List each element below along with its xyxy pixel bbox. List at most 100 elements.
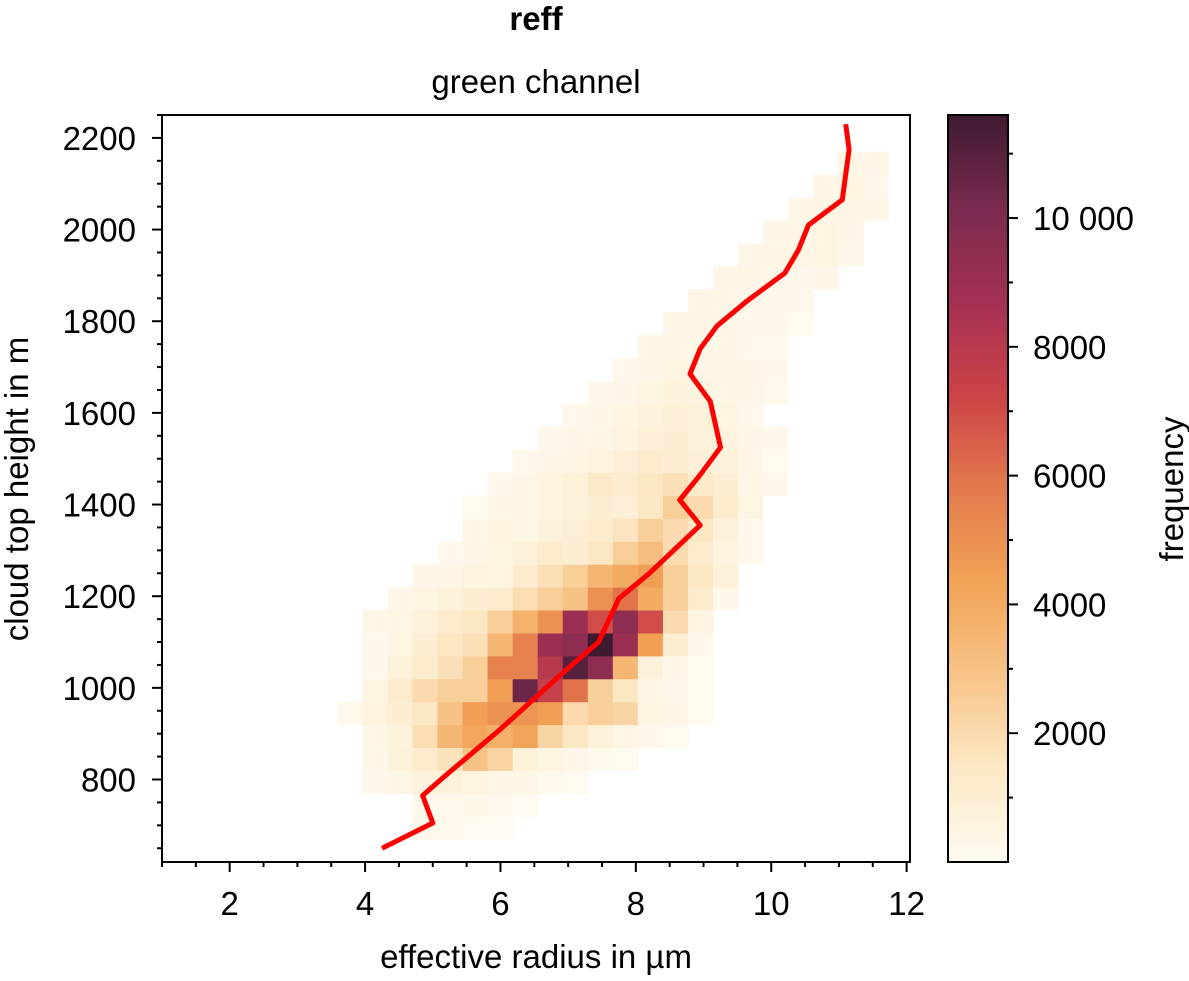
heatmap-cell (738, 380, 764, 405)
heatmap-cell (637, 587, 664, 611)
heatmap-cell (412, 747, 439, 771)
heatmap-cell (788, 289, 814, 313)
heatmap-cell (487, 816, 514, 840)
heatmap-cell (562, 449, 589, 474)
heatmap-cell (612, 609, 639, 634)
heatmap-cell (537, 518, 564, 542)
heatmap-cell (437, 609, 464, 634)
heatmap-cell (587, 587, 614, 611)
heatmap-cell (562, 426, 589, 451)
heatmap-cell (738, 243, 764, 267)
y-tick-label: 1600 (63, 395, 136, 432)
heatmap-cell (587, 564, 614, 588)
heatmap-cell (713, 541, 739, 565)
heatmap-cell (487, 632, 514, 657)
heatmap-cell (362, 678, 389, 703)
heatmap-cell (387, 701, 414, 726)
heatmap-cell (537, 632, 564, 657)
heatmap-cell (462, 701, 489, 726)
heatmap-cell (537, 747, 564, 771)
heatmap-cell (437, 793, 464, 817)
heatmap-cell (537, 426, 564, 451)
heatmap-cell (713, 403, 739, 428)
heatmap-cell (713, 312, 739, 336)
heatmap-cell (637, 357, 664, 382)
heatmap-cell (763, 243, 789, 267)
heatmap-cell (763, 472, 789, 496)
heatmap-cell (637, 541, 664, 565)
heatmap-cell (362, 770, 389, 794)
heatmap-cell (562, 678, 589, 703)
heatmap-cell (362, 655, 389, 680)
heatmap-cells (337, 151, 889, 840)
heatmap-cell (562, 609, 589, 634)
heatmap-cell (587, 655, 614, 680)
heatmap-cell (387, 678, 414, 703)
heatmap-cell (512, 495, 539, 519)
heatmap-cell (637, 724, 664, 749)
heatmap-cell (512, 518, 539, 542)
heatmap-cell (537, 678, 564, 703)
colorbar-frame (947, 114, 1009, 863)
heatmap-cell (512, 655, 539, 680)
heatmap-cell (788, 312, 814, 336)
heatmap-cell (512, 449, 539, 474)
heatmap-cell (362, 632, 389, 657)
heatmap-cell (487, 495, 514, 519)
heatmap-cell (362, 724, 389, 749)
heatmap-cell (612, 380, 639, 405)
heatmap-cell (637, 449, 664, 474)
heatmap-cell (487, 701, 514, 726)
heatmap-cell (863, 151, 889, 176)
heatmap-cell (687, 701, 714, 726)
heatmap-cell (387, 632, 414, 657)
heatmap-cell (662, 678, 689, 703)
heatmap-cell (838, 220, 864, 244)
heatmap-cell (612, 449, 639, 474)
heatmap-cell (462, 609, 489, 634)
heatmap-cell (562, 472, 589, 496)
heatmap-cell (537, 587, 564, 611)
heatmap-cell (662, 541, 689, 565)
heatmap-cell (387, 609, 414, 634)
heatmap-cell (512, 472, 539, 496)
x-tick-label: 8 (627, 885, 645, 922)
colorbar-tick-label: 10 000 (1033, 200, 1134, 237)
heatmap-cell (738, 334, 764, 359)
heatmap-cell (412, 632, 439, 657)
heatmap-cell (612, 564, 639, 588)
heatmap-cell (512, 770, 539, 794)
x-axis-ticks: 2 4 6 8 10 12 (161, 862, 925, 922)
heatmap-cell (838, 151, 864, 176)
colorbar-label: frequency (1153, 416, 1189, 561)
y-tick-label: 1200 (63, 578, 136, 615)
heatmap-cell (713, 289, 739, 313)
heatmap-cell (587, 449, 614, 474)
heatmap-cell (437, 724, 464, 749)
heatmap-cell (487, 564, 514, 588)
heatmap-cell (713, 380, 739, 405)
heatmap-cell (713, 449, 739, 474)
heatmap-cell (362, 747, 389, 771)
heatmap-cell (687, 632, 714, 657)
heatmap-cell (738, 403, 764, 428)
heatmap-cell (662, 357, 689, 382)
heatmap-cell (612, 724, 639, 749)
heatmap-cell (738, 518, 764, 542)
x-tick-label: 2 (221, 885, 239, 922)
heatmap-cell (537, 724, 564, 749)
heatmap-cell (637, 655, 664, 680)
heatmap-cell (412, 678, 439, 703)
heatmap-cell (713, 495, 739, 519)
heatmap-cell (687, 655, 714, 680)
heatmap-cell (662, 334, 689, 359)
heatmap-cell (487, 793, 514, 817)
heatmap-cell (687, 426, 714, 451)
heatmap-cell (662, 609, 689, 634)
heatmap-cell (587, 495, 614, 519)
heatmap-cell (612, 678, 639, 703)
heatmap-cell (637, 701, 664, 726)
heatmap-cell (763, 312, 789, 336)
heatmap-cell (437, 816, 464, 840)
chart-title: reff (509, 0, 563, 37)
